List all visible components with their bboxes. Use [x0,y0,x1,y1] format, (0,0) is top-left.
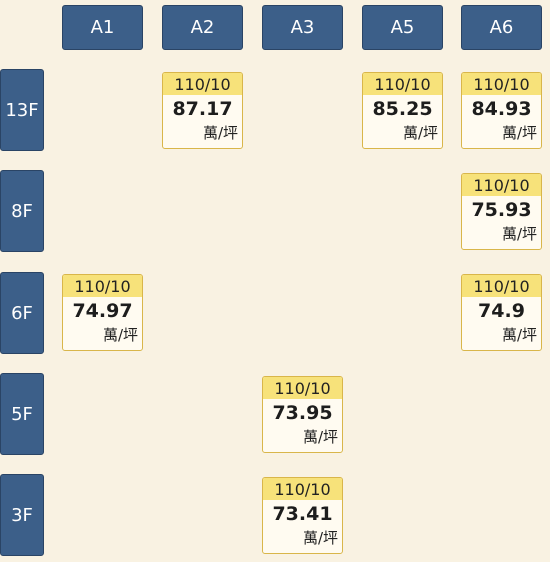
price-unit: 萬/坪 [102,326,138,344]
price-cell-6f-a1[interactable]: 110/10 74.97 萬/坪 [62,274,143,351]
price-unit: 萬/坪 [302,529,338,547]
column-header-a5[interactable]: A5 [362,5,443,50]
transaction-date: 110/10 [163,73,242,95]
price-cell-8f-a6[interactable]: 110/10 75.93 萬/坪 [461,173,542,250]
column-header-a3[interactable]: A3 [262,5,343,50]
unit-price: 74.97 [72,299,133,322]
unit-price: 84.93 [471,97,532,120]
transaction-date: 110/10 [462,174,541,196]
price-unit: 萬/坪 [202,124,238,142]
transaction-date: 110/10 [462,275,541,297]
price-cell-5f-a3[interactable]: 110/10 73.95 萬/坪 [262,376,343,453]
row-header-5f[interactable]: 5F [0,373,44,455]
transaction-date: 110/10 [462,73,541,95]
unit-price: 85.25 [372,97,433,120]
unit-price: 74.9 [478,299,525,322]
price-cell-13f-a2[interactable]: 110/10 87.17 萬/坪 [162,72,243,149]
price-cell-6f-a6[interactable]: 110/10 74.9 萬/坪 [461,274,542,351]
column-header-a1[interactable]: A1 [62,5,143,50]
transaction-date: 110/10 [263,478,342,500]
row-header-3f[interactable]: 3F [0,474,44,556]
row-header-6f[interactable]: 6F [0,272,44,354]
transaction-date: 110/10 [63,275,142,297]
transaction-date: 110/10 [363,73,442,95]
price-unit: 萬/坪 [501,124,537,142]
row-header-8f[interactable]: 8F [0,170,44,252]
unit-price: 75.93 [471,198,532,221]
price-unit: 萬/坪 [501,225,537,243]
price-cell-13f-a6[interactable]: 110/10 84.93 萬/坪 [461,72,542,149]
unit-price: 73.41 [272,502,333,525]
price-cell-3f-a3[interactable]: 110/10 73.41 萬/坪 [262,477,343,554]
column-header-a2[interactable]: A2 [162,5,243,50]
unit-price: 73.95 [272,401,333,424]
price-cell-13f-a5[interactable]: 110/10 85.25 萬/坪 [362,72,443,149]
row-header-13f[interactable]: 13F [0,69,44,151]
unit-price: 87.17 [172,97,233,120]
column-header-a6[interactable]: A6 [461,5,542,50]
price-unit: 萬/坪 [402,124,438,142]
price-unit: 萬/坪 [501,326,537,344]
transaction-date: 110/10 [263,377,342,399]
price-unit: 萬/坪 [302,428,338,446]
